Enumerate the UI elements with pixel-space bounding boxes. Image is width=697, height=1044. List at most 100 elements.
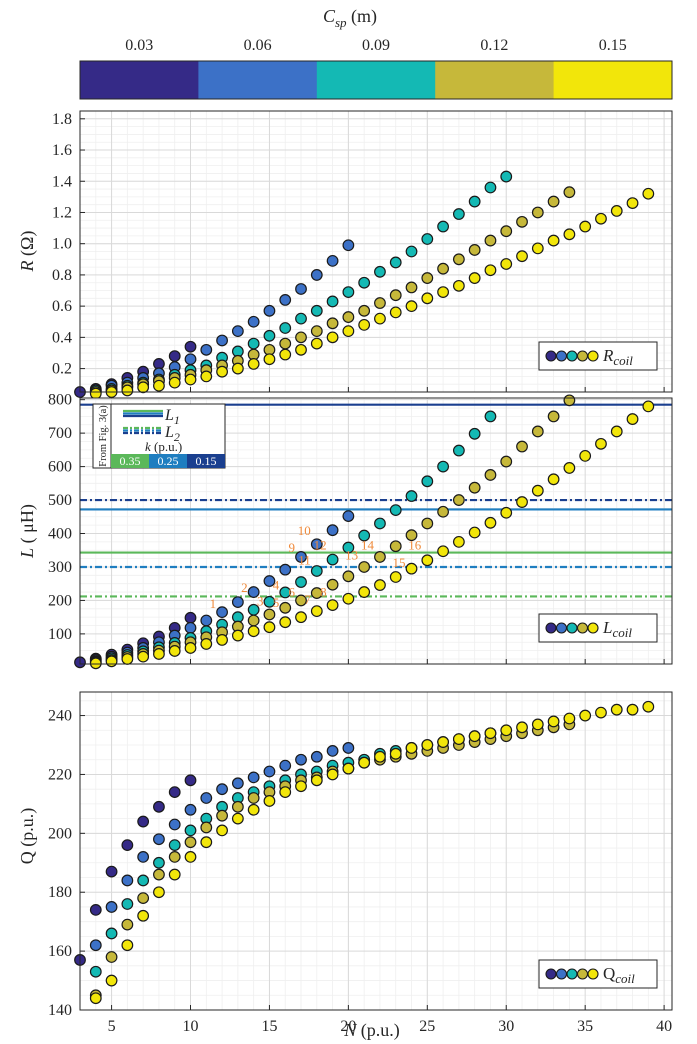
y-axis-label-quality: Q (p.u.) bbox=[17, 808, 38, 865]
data-point bbox=[105, 951, 118, 963]
data-point bbox=[247, 625, 260, 638]
data-point bbox=[216, 334, 228, 347]
data-point bbox=[105, 927, 118, 940]
y-axis-label-inductance: L ( μH) bbox=[17, 504, 38, 559]
data-point bbox=[405, 490, 418, 502]
legend-marker bbox=[576, 968, 589, 980]
data-point bbox=[326, 768, 339, 781]
y-tick-label: 1.2 bbox=[52, 204, 72, 221]
data-point bbox=[437, 545, 449, 558]
data-point bbox=[516, 250, 528, 263]
data-point bbox=[468, 481, 481, 494]
data-point bbox=[579, 220, 592, 233]
data-point bbox=[342, 762, 355, 775]
data-point bbox=[389, 256, 402, 269]
point-annotation: 10 bbox=[298, 523, 311, 538]
point-annotation: 11 bbox=[298, 552, 311, 567]
data-point bbox=[500, 506, 513, 519]
data-point bbox=[358, 529, 371, 542]
legend-label: Qcoil bbox=[603, 964, 635, 986]
data-point bbox=[310, 774, 323, 787]
data-point bbox=[374, 517, 386, 530]
data-point bbox=[295, 780, 307, 793]
data-point bbox=[405, 300, 418, 313]
colorbar-block bbox=[80, 61, 199, 99]
data-point bbox=[263, 621, 276, 634]
data-point bbox=[374, 297, 386, 309]
point-annotation: 15 bbox=[393, 555, 406, 570]
data-point bbox=[452, 444, 465, 457]
data-point bbox=[452, 494, 465, 506]
data-point bbox=[468, 272, 481, 284]
data-point bbox=[326, 295, 339, 308]
data-point bbox=[231, 362, 244, 375]
data-point bbox=[247, 358, 260, 370]
data-point bbox=[295, 594, 307, 607]
x-tick-label: 30 bbox=[498, 1018, 514, 1035]
data-point bbox=[279, 616, 292, 629]
data-point bbox=[579, 449, 592, 462]
data-point bbox=[595, 212, 607, 225]
data-point bbox=[310, 565, 323, 577]
data-point bbox=[153, 648, 165, 660]
legend-marker bbox=[587, 622, 599, 634]
data-point bbox=[452, 535, 465, 548]
point-annotation: 2 bbox=[241, 580, 248, 595]
data-point bbox=[121, 898, 134, 910]
data-point bbox=[500, 170, 513, 183]
data-point bbox=[500, 724, 513, 737]
data-point bbox=[374, 750, 386, 763]
data-point bbox=[595, 706, 607, 719]
inset-k-label: k (p.u.) bbox=[145, 439, 182, 454]
data-point bbox=[421, 739, 434, 751]
x-tick-label: 10 bbox=[183, 1018, 199, 1035]
data-point bbox=[468, 195, 481, 208]
y-tick-label: 0.2 bbox=[52, 361, 72, 378]
colorbar-block bbox=[435, 61, 555, 99]
data-point bbox=[358, 318, 371, 331]
axes-frame bbox=[79, 397, 673, 665]
data-point bbox=[121, 939, 134, 952]
data-point bbox=[184, 340, 197, 353]
data-point bbox=[200, 792, 213, 804]
data-point bbox=[295, 753, 307, 766]
inset-k-value: 0.15 bbox=[196, 454, 217, 468]
data-point bbox=[642, 187, 655, 200]
data-point bbox=[547, 234, 560, 247]
data-point bbox=[326, 254, 339, 267]
data-point bbox=[168, 839, 181, 852]
data-point bbox=[184, 824, 197, 837]
data-point bbox=[153, 800, 165, 813]
y-tick-label: 140 bbox=[48, 1002, 72, 1019]
data-point bbox=[153, 868, 165, 881]
legend-label: Lcoil bbox=[602, 618, 632, 640]
data-point bbox=[89, 387, 102, 400]
colorbar-frame bbox=[79, 60, 673, 100]
y-tick-label: 1.0 bbox=[52, 236, 72, 253]
data-point bbox=[105, 974, 118, 987]
y-tick-label: 240 bbox=[48, 708, 72, 725]
data-point bbox=[184, 621, 197, 634]
data-point bbox=[342, 742, 355, 754]
data-point bbox=[579, 709, 592, 722]
point-annotation: 12 bbox=[314, 538, 327, 553]
y-tick-label: 600 bbox=[48, 459, 72, 476]
data-point bbox=[374, 312, 386, 325]
data-point bbox=[231, 812, 244, 825]
data-point bbox=[216, 365, 228, 378]
colorbar-tick-label: 0.09 bbox=[362, 37, 390, 54]
data-point bbox=[89, 992, 102, 1005]
axes-frame bbox=[79, 110, 673, 393]
data-point bbox=[642, 400, 655, 413]
data-point bbox=[247, 315, 260, 328]
data-point bbox=[216, 783, 228, 796]
data-point bbox=[168, 868, 181, 881]
data-point bbox=[153, 379, 165, 392]
data-point bbox=[263, 765, 276, 778]
data-point bbox=[326, 599, 339, 612]
colorbar-block bbox=[316, 61, 436, 99]
data-point bbox=[389, 747, 402, 760]
data-point bbox=[200, 836, 213, 849]
data-point bbox=[626, 413, 639, 425]
